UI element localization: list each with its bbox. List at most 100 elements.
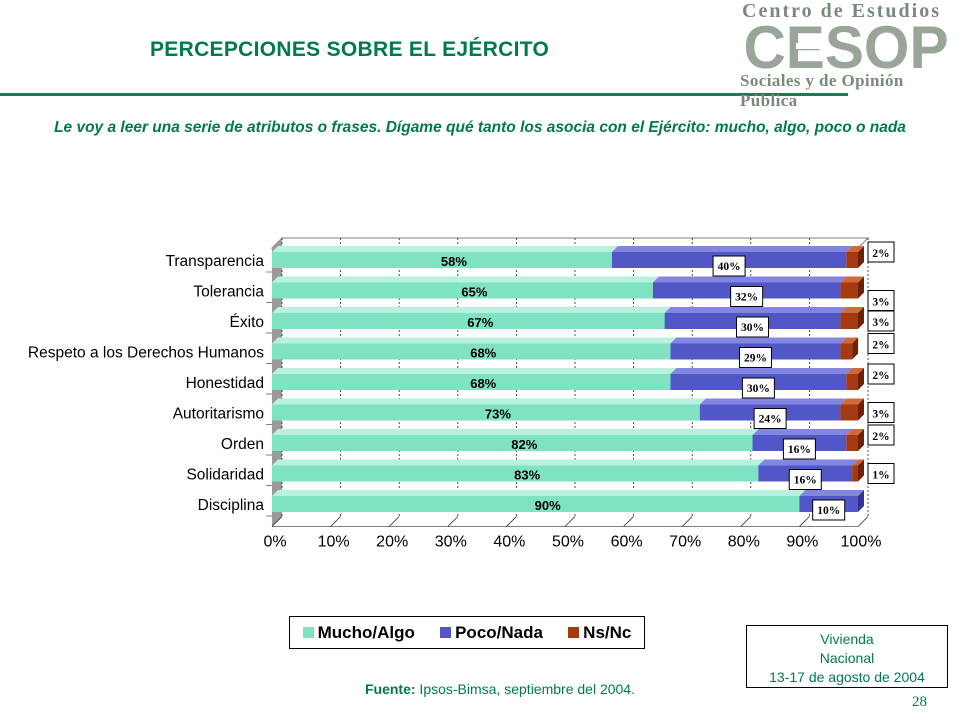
page-title: PERCEPCIONES SOBRE EL EJÉRCITO [150, 38, 550, 61]
bar-end-face [858, 368, 864, 390]
bar-top-face [840, 307, 864, 313]
bar-top-face [664, 307, 847, 313]
value-label-nsnc: 3% [872, 409, 889, 421]
bar-segment [846, 435, 858, 451]
bar-top-face [652, 276, 847, 283]
value-box-nsnc [867, 333, 895, 354]
gridline-floor [330, 516, 341, 527]
survey-question: Le voy a leer una serie de atributos o f… [54, 119, 906, 136]
value-box-nsnc [867, 241, 895, 263]
source-text: Ipsos-Bimsa, septiembre del 2004. [415, 681, 635, 697]
bar-segment [272, 496, 800, 512]
value-label-mucho: 90% [535, 498, 561, 513]
value-box-poco [741, 377, 775, 399]
bar-end-face [858, 429, 864, 451]
gridline-floor [506, 516, 517, 527]
category-label: Orden [221, 436, 264, 453]
bar-top-face [699, 398, 847, 405]
value-label-poco: 32% [735, 292, 758, 304]
bar-segment [846, 252, 858, 268]
bar-end-face [858, 398, 864, 421]
value-label-mucho: 73% [485, 407, 511, 422]
bar-segment [852, 465, 858, 482]
x-tick-label: 0% [263, 534, 286, 551]
bar-top-face [840, 337, 859, 344]
value-label-nsnc: 2% [872, 340, 889, 352]
bar-segment [272, 282, 653, 299]
value-box-nsnc [867, 463, 895, 484]
bar-top-face [272, 368, 677, 374]
bar-top-face [272, 429, 759, 435]
value-box-poco [753, 408, 787, 429]
x-tick-label: 70% [669, 534, 701, 551]
gridline-floor [857, 516, 869, 527]
bar-segment [840, 313, 858, 329]
bar-end-face [858, 459, 864, 482]
bar-top-face [670, 368, 853, 374]
legend-item-nsnc: Ns/Nc [568, 623, 631, 643]
bar-top-face [758, 459, 859, 466]
category-label: Disciplina [198, 497, 265, 514]
value-label-poco: 30% [741, 322, 764, 334]
value-box-nsnc [867, 424, 895, 446]
value-box-nsnc [867, 310, 895, 332]
bar-top-face [272, 337, 677, 344]
bar-segment [840, 404, 858, 421]
value-label-mucho: 67% [467, 315, 493, 330]
bar-segment [272, 343, 671, 360]
bar-segment [272, 465, 759, 482]
value-box-poco [712, 255, 746, 277]
datebox-line-2: Nacional [819, 650, 875, 666]
category-label: Honestidad [186, 375, 264, 392]
x-tick-label: 100% [841, 534, 882, 551]
gridline-floor [681, 516, 693, 527]
value-label-mucho: 65% [461, 285, 487, 300]
bar-segment [272, 252, 612, 268]
value-label-poco: 29% [744, 353, 767, 365]
bar-end-face [858, 276, 864, 299]
value-label-mucho: 83% [514, 468, 540, 483]
logo-bottom-text: Sociales y de Opinión Pública [740, 71, 904, 110]
logo-mark: CESOP [744, 21, 949, 73]
x-tick-label: 80% [728, 534, 760, 551]
value-label-nsnc: 3% [872, 297, 889, 309]
bar-end-face [858, 246, 864, 268]
gridline-floor [447, 516, 459, 527]
bar-segment [846, 374, 858, 390]
bar-top-face [272, 490, 806, 496]
legend-label-poco: Poco/Nada [455, 622, 543, 642]
category-label: Éxito [230, 314, 264, 331]
bar-segment [272, 404, 700, 421]
value-label-poco: 16% [788, 444, 811, 456]
bar-top-face [272, 398, 706, 405]
gridline-floor [564, 516, 576, 527]
value-box-poco [788, 469, 822, 490]
value-label-poco: 40% [718, 261, 741, 273]
bar-top-face [272, 307, 671, 313]
source-note: Fuente: Ipsos-Bimsa, septiembre del 2004… [0, 681, 960, 697]
legend-swatch-poco [440, 627, 452, 638]
x-tick-label: 40% [493, 534, 525, 551]
bar-top-face [846, 368, 864, 374]
value-label-nsnc: 3% [872, 317, 889, 329]
bar-end-face [852, 337, 859, 360]
bar-end-face [858, 490, 864, 512]
legend-item-poco: Poco/Nada [440, 623, 543, 643]
source-label: Fuente: [364, 681, 416, 697]
value-box-nsnc [867, 402, 895, 423]
value-box-poco [782, 438, 816, 460]
bar-top-face [846, 429, 864, 435]
x-tick-label: 60% [611, 534, 643, 551]
bar-top-face [272, 246, 618, 252]
datebox-line-3: 13-17 de agosto de 2004 [769, 669, 925, 685]
legend-swatch-nsnc [568, 627, 580, 638]
category-label: Respeto a los Derechos Humanos [28, 345, 264, 362]
value-label-nsnc: 1% [872, 470, 889, 482]
value-label-poco: 24% [759, 414, 782, 426]
category-label: Transparencia [165, 253, 264, 270]
bar-top-face [611, 246, 853, 252]
survey-date-box: Vivienda Nacional 13-17 de agosto de 200… [746, 625, 948, 688]
cesop-logo: CESOP [741, 21, 951, 73]
value-label-nsnc: 2% [872, 248, 889, 260]
